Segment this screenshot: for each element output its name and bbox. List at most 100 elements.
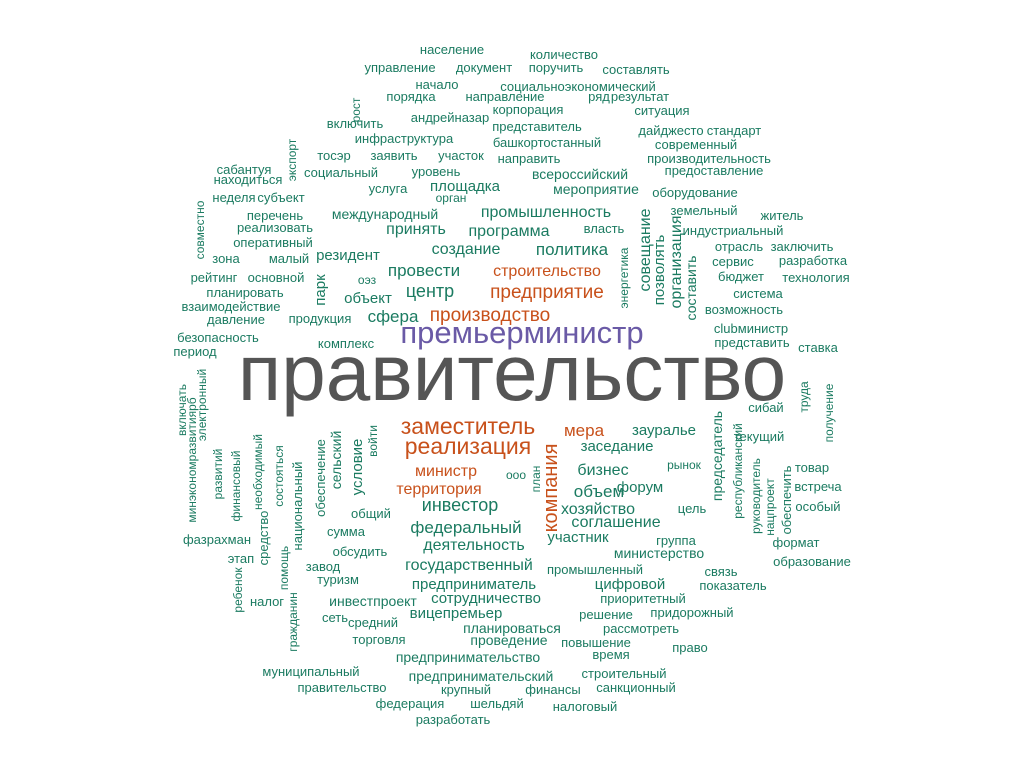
- word-индустриальный: индустриальный: [683, 223, 784, 238]
- word-сабантуя: сабантуя: [217, 162, 272, 177]
- word-туризм: туризм: [317, 572, 359, 587]
- word-рассмотреть: рассмотреть: [603, 621, 679, 636]
- word-экспорт: экспорт: [285, 138, 299, 181]
- word-соглашение: соглашение: [571, 514, 660, 531]
- word-представить: представить: [714, 335, 789, 350]
- word-санкционный: санкционный: [596, 680, 676, 695]
- word-земельный: земельный: [671, 203, 738, 218]
- word-инвестор: инвестор: [422, 495, 498, 515]
- word-взаимодействие: взаимодействие: [181, 299, 280, 314]
- word-основной: основной: [248, 270, 305, 285]
- word-средство: средство: [256, 511, 271, 566]
- word-электронный: электронный: [195, 369, 209, 441]
- word-неделя: неделя: [212, 190, 255, 205]
- word-система: система: [733, 286, 783, 301]
- word-министерство: министерство: [614, 545, 705, 561]
- word-налоговый: налоговый: [553, 699, 618, 714]
- word-разработать: разработать: [416, 712, 491, 727]
- word-промышленность: промышленность: [481, 204, 611, 221]
- word-рейтинг: рейтинг: [191, 270, 238, 285]
- word-заявить: заявить: [370, 148, 417, 163]
- word-сельский: сельский: [328, 431, 344, 490]
- word-сумма: сумма: [327, 524, 366, 539]
- word-правительство: правительство: [238, 328, 786, 417]
- word-крупный: крупный: [441, 682, 491, 697]
- word-финансы: финансы: [525, 682, 580, 697]
- word-территория: территория: [396, 481, 481, 498]
- word-башкортостанный: башкортостанный: [493, 135, 601, 150]
- word-создание: создание: [432, 241, 501, 258]
- word-средний: средний: [348, 615, 398, 630]
- word-завод: завод: [306, 559, 341, 574]
- word-сотрудничество: сотрудничество: [431, 590, 541, 607]
- word-текущий: текущий: [734, 429, 785, 444]
- word-участок: участок: [438, 148, 484, 163]
- word-современный: современный: [655, 137, 737, 152]
- word-оэз: оэз: [358, 273, 377, 287]
- word-провести: провести: [388, 261, 460, 280]
- word-вицепремьер: вицепремьер: [410, 605, 503, 622]
- word-деятельность: деятельность: [423, 537, 524, 554]
- word-составлять: составлять: [602, 62, 670, 77]
- word-фазрахман: фазрахман: [183, 532, 251, 547]
- word-зона: зона: [212, 251, 240, 266]
- word-труда: труда: [797, 381, 811, 413]
- word-проведение: проведение: [470, 632, 547, 648]
- word-уровень: уровень: [412, 164, 461, 179]
- word-время: время: [592, 647, 629, 662]
- word-продукция: продукция: [289, 311, 352, 326]
- word-находиться: находиться: [214, 172, 283, 187]
- word-энергетика: энергетика: [617, 247, 631, 308]
- word-сфера: сфера: [368, 307, 419, 326]
- word-предпринимательский: предпринимательский: [409, 668, 554, 684]
- word-войти: войти: [366, 425, 380, 457]
- word-житель: житель: [761, 208, 804, 223]
- word-хозяйство: хозяйство: [561, 501, 635, 518]
- word-форум: форум: [617, 479, 664, 496]
- word-особый: особый: [795, 499, 840, 514]
- word-центр: центр: [406, 281, 454, 301]
- word-период: период: [173, 344, 217, 359]
- word-оборудование: оборудование: [652, 185, 738, 200]
- word-представитель: представитель: [492, 119, 582, 134]
- word-бюджет: бюджет: [718, 269, 764, 284]
- word-предпринимательство: предпринимательство: [396, 649, 541, 665]
- word-сервис: сервис: [712, 254, 754, 269]
- word-цифровой: цифровой: [595, 576, 666, 593]
- word-шельдяй: шельдяй: [470, 696, 523, 711]
- word-рынок: рынок: [667, 458, 702, 472]
- word-группа: группа: [656, 533, 696, 548]
- word-результат: результат: [611, 89, 669, 104]
- word-комплекс: комплекс: [318, 336, 375, 351]
- word-строительство: строительство: [493, 263, 601, 280]
- word-заседание: заседание: [581, 438, 654, 455]
- word-принять: принять: [386, 221, 446, 238]
- word-обеспечить: обеспечить: [779, 465, 794, 534]
- word-бизнес: бизнес: [577, 462, 628, 479]
- word-руководитель: руководитель: [749, 458, 763, 534]
- word-поручить: поручить: [529, 60, 584, 75]
- word-разработка: разработка: [779, 253, 848, 268]
- word-министр: министр: [415, 463, 477, 480]
- word-количество: количество: [530, 47, 598, 62]
- word-совещание: совещание: [637, 208, 654, 291]
- word-общий: общий: [351, 506, 391, 521]
- word-андрейназар: андрейназар: [411, 110, 489, 125]
- word-придорожный: придорожный: [650, 605, 733, 620]
- word-предприниматель: предприниматель: [412, 576, 536, 593]
- word-технология: технология: [782, 270, 849, 285]
- word-обсудить: обсудить: [333, 544, 388, 559]
- word-торговля: торговля: [352, 632, 405, 647]
- word-правительство: правительство: [297, 680, 386, 695]
- word-право: право: [672, 640, 708, 655]
- word-производство: производство: [430, 305, 551, 326]
- word-стандарт: стандарт: [707, 123, 761, 138]
- word-гражданин: гражданин: [286, 592, 300, 651]
- word-направление: направление: [465, 89, 544, 104]
- word-получение: получение: [822, 383, 836, 442]
- word-реализовать: реализовать: [237, 220, 313, 235]
- word-оперативный: оперативный: [233, 235, 313, 250]
- word-национальный: национальный: [290, 462, 305, 551]
- word-социальноэкономический: социальноэкономический: [500, 79, 656, 94]
- word-возможность: возможность: [705, 302, 783, 317]
